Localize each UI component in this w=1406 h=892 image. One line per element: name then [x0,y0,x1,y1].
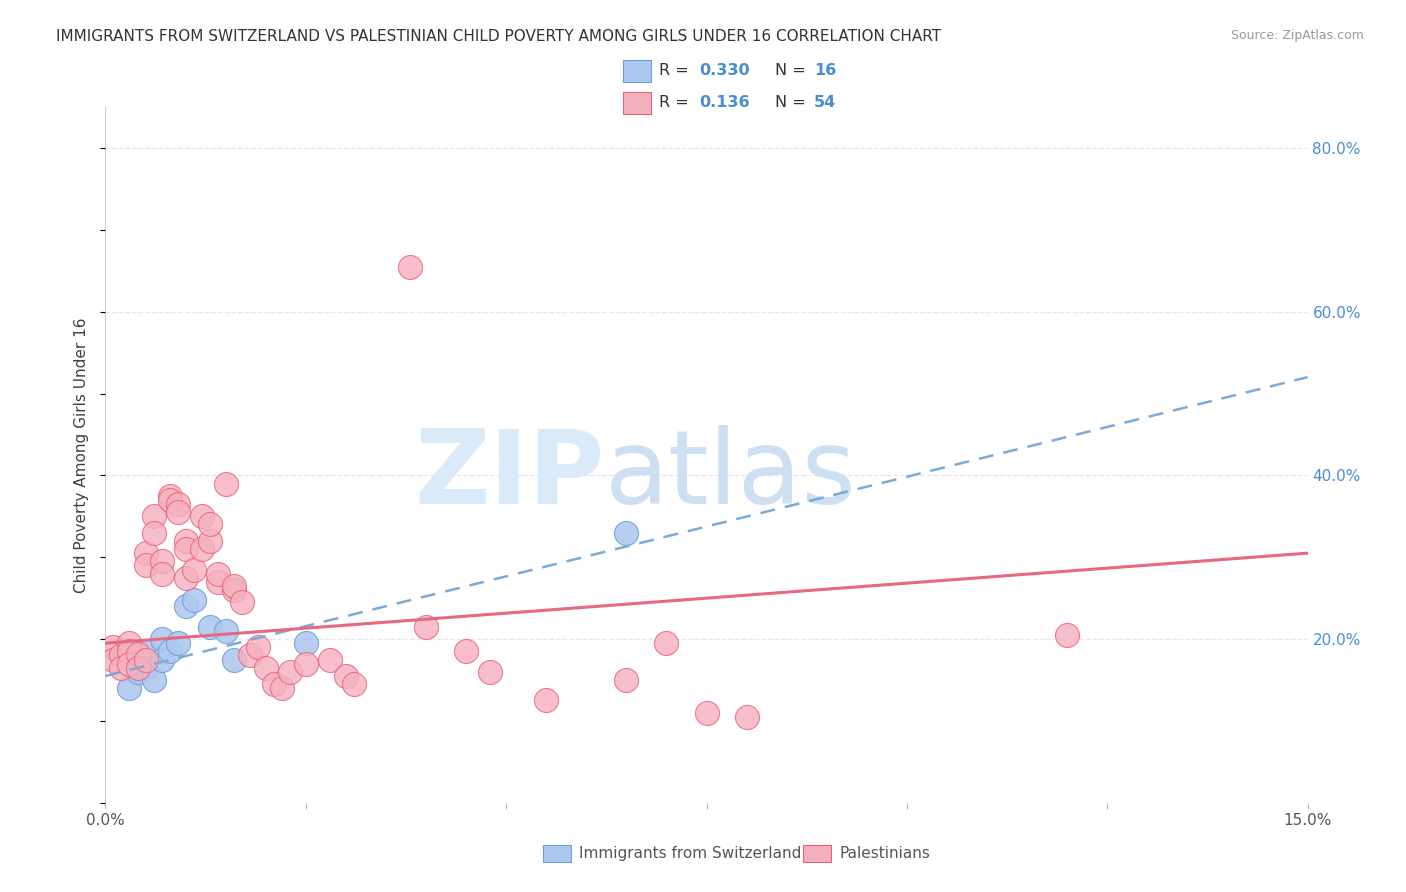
Point [295,657,318,671]
Text: ZIP: ZIP [413,425,605,526]
Point [207,574,229,589]
Point [231,595,253,609]
Point [246,640,269,655]
Point [735,710,758,724]
Point [110,661,132,675]
Text: atlas: atlas [605,425,856,526]
Point [190,509,212,524]
Point [183,592,205,607]
FancyBboxPatch shape [543,845,571,863]
Point [616,673,638,687]
Point [118,681,141,696]
Text: 0.136: 0.136 [699,95,749,110]
Text: Palestinians: Palestinians [839,847,931,861]
Point [335,669,357,683]
Point [150,566,173,581]
Point [415,620,437,634]
Text: 54: 54 [814,95,837,110]
Point [174,533,197,548]
FancyBboxPatch shape [623,61,651,82]
Point [159,644,181,658]
Point [135,546,157,560]
Point [150,652,173,666]
Point [263,677,285,691]
Point [135,558,157,573]
Point [190,542,212,557]
Point [150,554,173,568]
Point [214,624,236,638]
Text: N =: N = [775,63,811,78]
FancyBboxPatch shape [623,92,651,114]
Point [118,657,141,671]
Point [343,677,366,691]
Y-axis label: Child Poverty Among Girls Under 16: Child Poverty Among Girls Under 16 [75,318,90,592]
FancyBboxPatch shape [803,845,831,863]
Point [222,582,245,597]
Point [295,636,318,650]
Point [174,542,197,557]
Point [198,533,221,548]
Point [222,652,245,666]
Point [150,632,173,646]
Point [696,706,718,720]
Point [534,693,557,707]
Text: IMMIGRANTS FROM SWITZERLAND VS PALESTINIAN CHILD POVERTY AMONG GIRLS UNDER 16 CO: IMMIGRANTS FROM SWITZERLAND VS PALESTINI… [56,29,942,44]
Point [159,489,181,503]
Point [142,525,165,540]
Point [127,665,149,679]
Point [655,636,678,650]
Point [454,644,477,658]
Point [118,644,141,658]
Point [254,661,277,675]
Text: Immigrants from Switzerland: Immigrants from Switzerland [579,847,801,861]
Point [159,492,181,507]
Point [399,260,422,274]
Text: Source: ZipAtlas.com: Source: ZipAtlas.com [1230,29,1364,42]
Point [103,640,125,655]
Point [198,620,221,634]
Point [270,681,292,696]
Text: R =: R = [659,95,695,110]
Point [118,636,141,650]
Point [207,566,229,581]
Point [174,599,197,614]
Point [1056,628,1078,642]
Point [142,673,165,687]
Point [135,652,157,666]
Text: R =: R = [659,63,695,78]
Point [222,579,245,593]
Point [479,665,502,679]
Point [166,636,188,650]
Point [616,525,638,540]
Point [278,665,301,679]
Point [127,661,149,675]
Point [214,476,236,491]
Text: N =: N = [775,95,811,110]
Point [198,517,221,532]
Point [174,571,197,585]
Point [239,648,262,663]
Point [103,652,125,666]
Point [166,505,188,519]
Point [166,497,188,511]
Point [183,562,205,576]
Point [110,648,132,663]
Point [135,644,157,658]
Point [135,661,157,675]
Point [142,509,165,524]
Point [319,652,342,666]
Point [127,647,149,661]
Text: 16: 16 [814,63,837,78]
Text: 0.330: 0.330 [699,63,749,78]
